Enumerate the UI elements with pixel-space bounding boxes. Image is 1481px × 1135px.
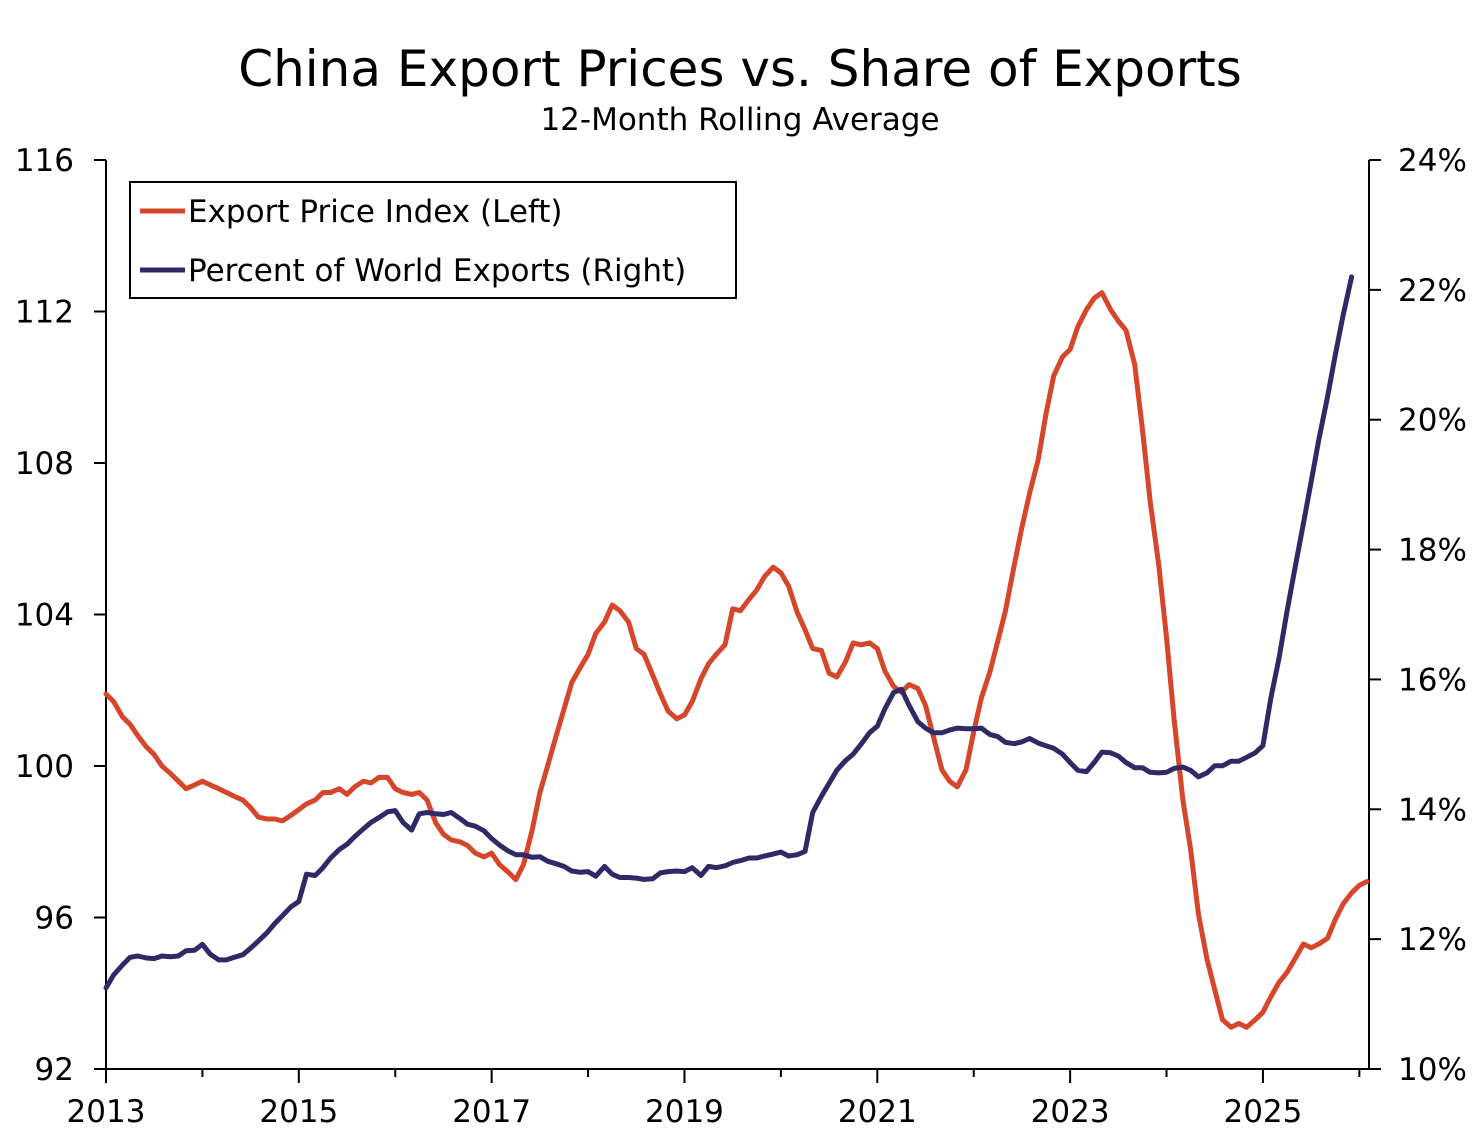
y-left-tick-label: 92 (35, 1052, 74, 1088)
legend-box (129, 181, 737, 299)
y-right-tick-label: 22% (1398, 273, 1467, 309)
y-right-tick-label: 10% (1398, 1052, 1467, 1088)
legend-label-price: Export Price Index (Left) (188, 194, 563, 230)
y-right-tick-label: 18% (1398, 533, 1467, 569)
y-right-tick-label: 14% (1398, 792, 1467, 828)
y-left-tick-label: 108 (15, 446, 74, 482)
axes: 92 96 100 104 108 112 116 10% 12% 14% 16% 18% 20% 22%… (15, 143, 1467, 1130)
x-tick-label: 2015 (259, 1094, 338, 1130)
series-layer (103, 274, 1370, 1030)
chart-subtitle: 12-Month Rolling Average (540, 102, 939, 138)
y-left-tick-label: 116 (15, 143, 74, 179)
x-tick-label: 2017 (452, 1094, 531, 1130)
chart-title: China Export Prices vs. Share of Exports (238, 40, 1242, 98)
y-right-tick-label: 16% (1398, 662, 1467, 698)
y-right-tick-label: 12% (1398, 922, 1467, 958)
y-left-tick-label: 104 (15, 598, 74, 634)
y-left-tick-label: 112 (15, 295, 74, 331)
x-tick-label: 2013 (67, 1094, 146, 1130)
y-right-tick-label: 20% (1398, 403, 1467, 439)
x-tick-label: 2025 (1223, 1094, 1302, 1130)
x-tick-label: 2019 (645, 1094, 724, 1130)
x-tick-label: 2023 (1031, 1094, 1110, 1130)
legend: Export Price Index (Left) Percent of Wor… (129, 181, 737, 299)
y-right-tick-label: 24% (1398, 143, 1467, 179)
x-tick-label: 2021 (838, 1094, 917, 1130)
y-left-tick-label: 96 (35, 901, 74, 937)
series-line-world-share (103, 274, 1355, 991)
series-line-export-price (103, 290, 1370, 1030)
y-left-tick-label: 100 (15, 749, 74, 785)
legend-label-share: Percent of World Exports (Right) (188, 253, 686, 289)
